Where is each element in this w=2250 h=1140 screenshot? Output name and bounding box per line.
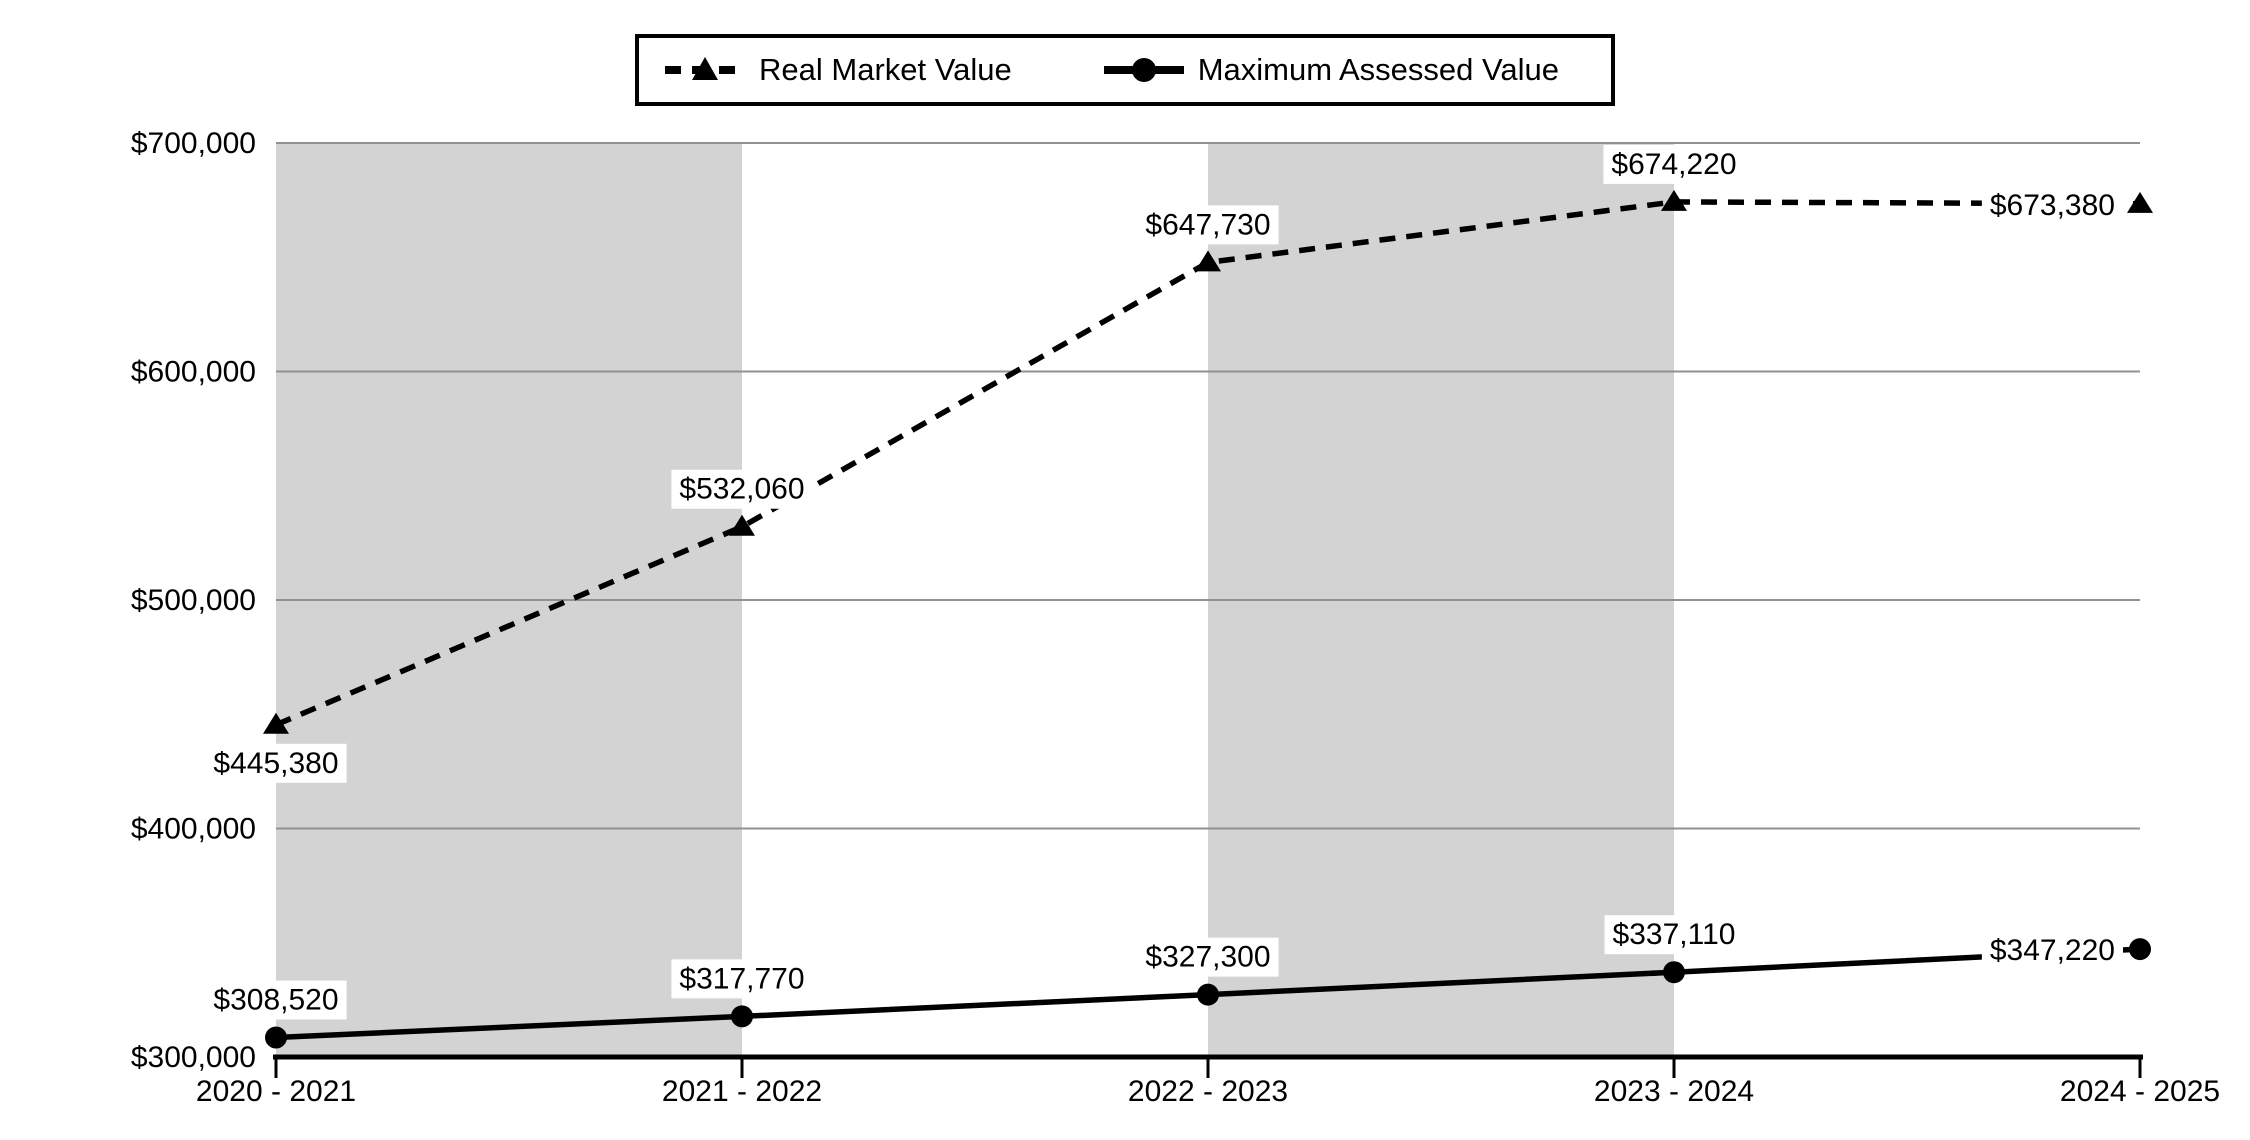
data-point-marker-triangle: [1661, 189, 1687, 211]
data-point-label: $445,380: [213, 747, 338, 780]
data-point-label: $647,730: [1145, 208, 1270, 241]
x-tick-label: 2021 - 2022: [662, 1075, 822, 1108]
data-point-label: $673,380: [1990, 189, 2115, 222]
data-point-marker-triangle: [263, 712, 289, 734]
legend-item-real-market-value: Real Market Value: [665, 52, 1012, 88]
x-tick-label: 2024 - 2025: [2060, 1075, 2220, 1108]
data-point-marker-circle: [1663, 961, 1685, 984]
data-point-label: $674,220: [1611, 148, 1736, 181]
data-point-label-bg: [205, 980, 347, 1020]
y-tick-label: $600,000: [131, 356, 256, 389]
data-point-label-bg: [1603, 144, 1745, 184]
data-point-label: $308,520: [213, 984, 338, 1017]
data-point-label-bg: [671, 469, 813, 509]
legend-item-maximum-assessed-value: Maximum Assessed Value: [1103, 52, 1559, 88]
data-point-marker-circle: [265, 1026, 287, 1049]
data-point-marker-triangle: [2127, 191, 2153, 213]
data-point-marker-triangle: [1195, 250, 1221, 272]
dashed-line-triangle-swatch-icon: [665, 57, 746, 80]
data-point-marker-circle: [1197, 983, 1219, 1006]
series-line-real-market-value: [274, 199, 2141, 728]
data-point-label: $532,060: [679, 473, 804, 506]
x-tick-label: 2022 - 2023: [1128, 1075, 1288, 1108]
data-point-marker-circle: [731, 1005, 753, 1028]
y-tick-label: $700,000: [131, 127, 256, 160]
data-point-marker-triangle: [729, 514, 755, 536]
x-tick-label: 2023 - 2024: [1594, 1075, 1754, 1108]
data-point-label-bg: [671, 959, 813, 999]
solid-line-circle-swatch-icon: [1103, 58, 1184, 82]
data-point-marker-circle: [2129, 938, 2151, 961]
data-point-label: $337,110: [1613, 918, 1736, 951]
y-tick-label: $300,000: [131, 1041, 256, 1074]
y-tick-label: $400,000: [131, 813, 256, 846]
y-tick-label: $500,000: [131, 584, 256, 617]
data-point-label-bg: [1981, 931, 2123, 971]
data-point-label-bg: [1137, 205, 1279, 245]
data-point-label-bg: [1137, 937, 1279, 977]
data-point-label: $317,770: [679, 962, 804, 995]
legend: Real Market Value Maximum Assessed Value: [635, 34, 1615, 106]
data-point-label-bg: [1981, 185, 2123, 225]
data-point-label: $327,300: [1145, 941, 1270, 974]
x-tick-label: 2020 - 2021: [196, 1075, 356, 1108]
legend-label-real-market-value: Real Market Value: [759, 52, 1012, 87]
data-point-label-bg: [205, 743, 347, 783]
legend-label-maximum-assessed-value: Maximum Assessed Value: [1197, 52, 1559, 87]
data-point-label: $347,220: [1990, 934, 2115, 967]
data-point-label-bg: [1604, 915, 1744, 955]
